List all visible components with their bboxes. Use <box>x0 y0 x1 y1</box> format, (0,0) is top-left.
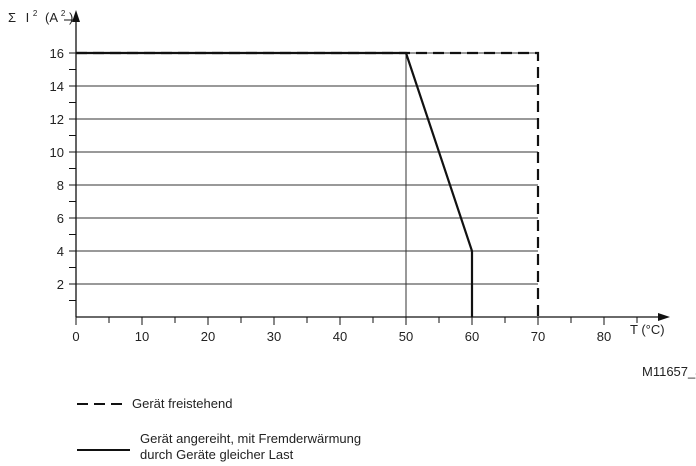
y-axis-label-i: I <box>26 10 30 25</box>
x-tick-label-40: 40 <box>333 329 347 344</box>
y-tick-label-8: 8 <box>57 178 64 193</box>
tick-marks <box>69 52 638 325</box>
legend-solid-label-line1: Gerät angereiht, mit Fremderwärmung <box>140 431 361 446</box>
y-axis-label-unit-close: ) <box>69 10 73 25</box>
y-axis-label-unit-exp: 2 <box>61 9 66 18</box>
tick-labels: 0 10 20 30 40 50 60 70 80 2 4 6 8 10 12 14 16 <box>50 46 612 344</box>
series-lines <box>76 51 540 317</box>
y-tick-label-12: 12 <box>50 112 64 127</box>
y-axis-label-sigma: Σ <box>8 10 16 25</box>
y-tick-label-10: 10 <box>50 145 64 160</box>
axes <box>64 10 670 321</box>
legend-solid-label-line2: durch Geräte gleicher Last <box>140 447 294 462</box>
y-axis-arrow <box>72 10 80 22</box>
x-tick-label-60: 60 <box>465 329 479 344</box>
y-axis-label-unit-open: (A <box>45 10 58 25</box>
x-tick-label-0: 0 <box>72 329 79 344</box>
x-axis-arrow <box>658 313 670 321</box>
x-tick-label-80: 80 <box>597 329 611 344</box>
x-tick-label-30: 30 <box>267 329 281 344</box>
grid-lines <box>76 52 538 317</box>
y-axis-label-exp: 2 <box>33 9 38 18</box>
x-tick-label-20: 20 <box>201 329 215 344</box>
x-tick-label-70: 70 <box>531 329 545 344</box>
x-tick-label-10: 10 <box>135 329 149 344</box>
y-tick-label-16: 16 <box>50 46 64 61</box>
series-line-angereiht <box>76 51 474 317</box>
y-tick-label-6: 6 <box>57 211 64 226</box>
legend-dashed-label: Gerät freistehend <box>132 396 232 411</box>
y-axis-label: Σ I 2 (A 2 ) <box>8 4 73 25</box>
y-tick-label-2: 2 <box>57 277 64 292</box>
x-axis-label: T (°C) <box>630 322 665 337</box>
x-tick-label-50: 50 <box>399 329 413 344</box>
legend: Gerät freistehend Gerät angereiht, mit F… <box>77 396 361 462</box>
figure-code: M11657_a <box>642 364 696 379</box>
y-tick-label-14: 14 <box>50 79 64 94</box>
y-tick-label-4: 4 <box>57 244 64 259</box>
